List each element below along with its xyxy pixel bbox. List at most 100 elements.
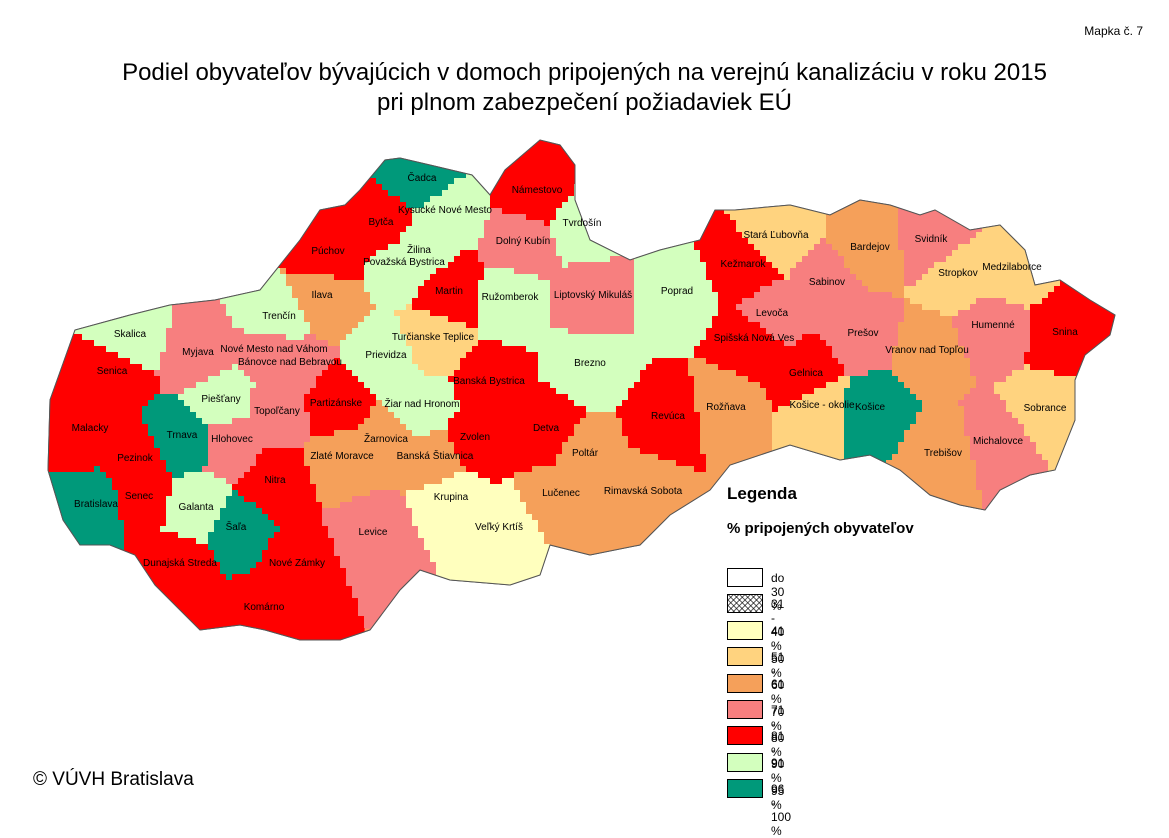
district-area-cell: [514, 214, 521, 221]
district-area-cell: [982, 250, 989, 257]
district-area-cell: [238, 220, 245, 227]
district-area-cell: [274, 178, 281, 185]
district-area-cell: [772, 226, 779, 233]
district-area-cell: [826, 286, 833, 293]
district-area-cell: [532, 298, 539, 305]
district-area-cell: [508, 328, 515, 335]
district-area-cell: [484, 280, 491, 287]
district-area-cell: [904, 160, 911, 167]
district-area-cell: [1030, 304, 1037, 311]
district-area-cell: [226, 274, 233, 281]
district-area-cell: [1120, 316, 1127, 323]
district-area-cell: [646, 220, 653, 227]
district-area-cell: [922, 226, 929, 233]
district-area-cell: [82, 262, 89, 269]
district-area-cell: [136, 244, 143, 251]
district-area-cell: [682, 268, 689, 275]
district-area-cell: [520, 148, 527, 155]
district-area-cell: [886, 226, 893, 233]
district-area-cell: [688, 268, 695, 275]
district-area-cell: [916, 148, 923, 155]
district-area-cell: [592, 190, 599, 197]
district-area-cell: [358, 262, 365, 269]
district-area-cell: [862, 232, 869, 239]
district-area-cell: [556, 268, 563, 275]
district-area-cell: [94, 280, 101, 287]
district-area-cell: [286, 196, 293, 203]
district-area-cell: [688, 202, 695, 209]
district-area-cell: [154, 250, 161, 257]
district-area-cell: [436, 166, 443, 173]
district-area-cell: [814, 214, 821, 221]
district-area-cell: [250, 322, 257, 329]
district-area-cell: [748, 292, 755, 299]
district-area-cell: [760, 166, 767, 173]
district-area-cell: [496, 190, 503, 197]
district-area-cell: [76, 268, 83, 275]
district-area-cell: [328, 226, 335, 233]
district-area-cell: [382, 130, 389, 137]
district-area-cell: [262, 328, 269, 335]
district-area-cell: [346, 160, 353, 167]
district-area-cell: [1024, 178, 1031, 185]
district-area-cell: [496, 298, 503, 305]
district-area-cell: [1042, 232, 1049, 239]
district-area-cell: [754, 268, 761, 275]
district-area-cell: [532, 280, 539, 287]
district-area-cell: [808, 328, 815, 335]
district-area-cell: [778, 154, 785, 161]
district-area-cell: [436, 226, 443, 233]
district-area-cell: [832, 220, 839, 227]
district-area-cell: [472, 142, 479, 149]
district-area-cell: [154, 316, 161, 323]
district-area-cell: [394, 274, 401, 281]
district-area-cell: [838, 244, 845, 251]
district-area-cell: [466, 160, 473, 167]
district-area-cell: [826, 256, 833, 263]
district-area-cell: [442, 256, 449, 263]
district-area-cell: [478, 322, 485, 329]
district-area-cell: [742, 160, 749, 167]
district-area-cell: [466, 220, 473, 227]
district-area-cell: [406, 322, 413, 329]
district-area-cell: [796, 226, 803, 233]
district-area-cell: [184, 286, 191, 293]
district-area-cell: [610, 172, 617, 179]
district-area-cell: [316, 256, 323, 263]
district-area-cell: [94, 286, 101, 293]
district-area-cell: [76, 280, 83, 287]
district-area-cell: [700, 208, 707, 215]
district-area-cell: [1036, 244, 1043, 251]
district-area-cell: [346, 280, 353, 287]
district-area-cell: [526, 232, 533, 239]
district-area-cell: [742, 244, 749, 251]
district-area-cell: [928, 262, 935, 269]
district-area-cell: [334, 280, 341, 287]
district-area-cell: [1006, 214, 1013, 221]
district-area-cell: [322, 214, 329, 221]
district-area-cell: [724, 280, 731, 287]
district-area-cell: [88, 250, 95, 257]
district-area-cell: [646, 268, 653, 275]
district-area-cell: [1042, 298, 1049, 305]
district-area-cell: [760, 304, 767, 311]
district-area-cell: [922, 196, 929, 203]
district-area-cell: [856, 334, 863, 341]
district-area-cell: [874, 316, 881, 323]
district-area-cell: [466, 238, 473, 245]
district-area-cell: [352, 298, 359, 305]
district-area-cell: [814, 166, 821, 173]
district-area-cell: [736, 316, 743, 323]
district-area-cell: [550, 190, 557, 197]
district-area-cell: [364, 226, 371, 233]
district-area-cell: [844, 298, 851, 305]
district-area-cell: [700, 280, 707, 287]
district-area-cell: [298, 214, 305, 221]
district-area-cell: [514, 280, 521, 287]
district-area-cell: [982, 328, 989, 335]
district-area-cell: [472, 250, 479, 257]
district-area-cell: [844, 178, 851, 185]
district-area-cell: [868, 226, 875, 233]
district-area-cell: [676, 196, 683, 203]
district-area-cell: [1054, 214, 1061, 221]
